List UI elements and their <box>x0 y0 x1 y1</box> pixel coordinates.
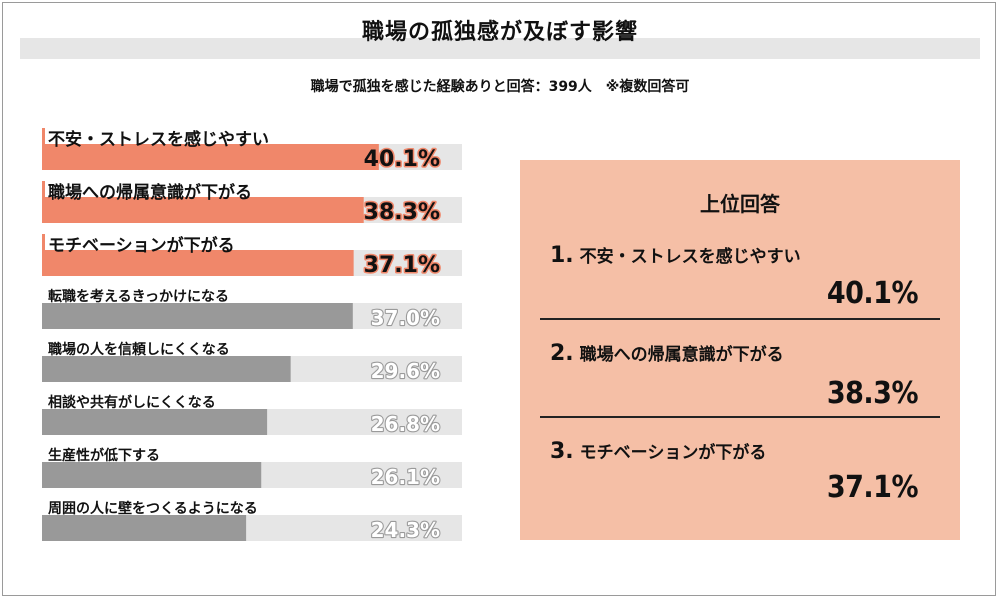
bar-4 <box>42 303 353 329</box>
rank-2-value: 38.3% <box>826 376 919 411</box>
value-label-2: 38.3% <box>364 200 440 225</box>
category-label-6: 相談や共有がしにくくなる <box>48 394 216 411</box>
value-label-4: 37.0% <box>371 306 440 330</box>
chart-subtitle: 職場で孤独を感じた経験ありと回答：399人 ※複数回答可 <box>310 79 690 95</box>
rank-3-label: モチベーションが下がる <box>579 443 767 463</box>
bar-2 <box>42 197 364 223</box>
category-label-8: 周囲の人に壁をつくるようになる <box>48 500 258 517</box>
category-label-5: 職場の人を信頼しにくくなる <box>48 341 230 358</box>
bar-6 <box>42 409 268 435</box>
rank-3-number: 3. <box>550 439 574 464</box>
value-label-8: 24.3% <box>371 518 440 542</box>
category-label-4: 転職を考えるきっかけになる <box>48 288 229 305</box>
value-label-1: 40.1% <box>364 147 440 172</box>
rank-3-value: 37.1% <box>826 470 919 505</box>
panel-title: 上位回答 <box>700 192 780 216</box>
bar-1 <box>42 144 379 170</box>
bar-marker-1 <box>42 128 45 170</box>
category-label-3: モチベーションが下がる <box>48 235 235 256</box>
rank-1-label: 不安・ストレスを感じやすい <box>579 247 801 267</box>
category-label-1: 不安・ストレスを感じやすい <box>48 129 269 150</box>
rank-3: 3. モチベーションが下がる <box>550 438 766 464</box>
bar-8 <box>42 515 247 541</box>
value-label-3: 37.1% <box>364 253 440 278</box>
title-band <box>20 38 980 59</box>
rank-2-label: 職場への帰属意識が下がる <box>579 345 784 365</box>
value-label-6: 26.8% <box>371 412 440 436</box>
bar-marker-2 <box>42 181 45 223</box>
value-label-7: 26.1% <box>371 465 440 489</box>
value-label-5: 29.6% <box>371 359 440 383</box>
category-label-7: 生産性が低下する <box>48 447 160 464</box>
divider-1 <box>540 318 940 320</box>
divider-2 <box>540 416 940 418</box>
bar-7 <box>42 462 262 488</box>
top-answers-panel: 上位回答 1. 不安・ストレスを感じやすい 40.1% 2. 職場への帰属意識が下が… <box>520 160 960 540</box>
rank-2-number: 2. <box>550 341 574 366</box>
rank-2: 2. 職場への帰属意識が下がる <box>550 340 784 366</box>
bar-5 <box>42 356 291 382</box>
category-label-2: 職場への帰属意識が下がる <box>48 182 252 203</box>
rank-1-number: 1. <box>550 243 574 268</box>
rank-1: 1. 不安・ストレスを感じやすい <box>550 242 801 268</box>
rank-1-value: 40.1% <box>826 276 919 311</box>
bar-3 <box>42 250 354 276</box>
chart-title: 職場の孤独感が及ぼす影響 <box>361 20 638 45</box>
bar-marker-3 <box>42 234 45 276</box>
